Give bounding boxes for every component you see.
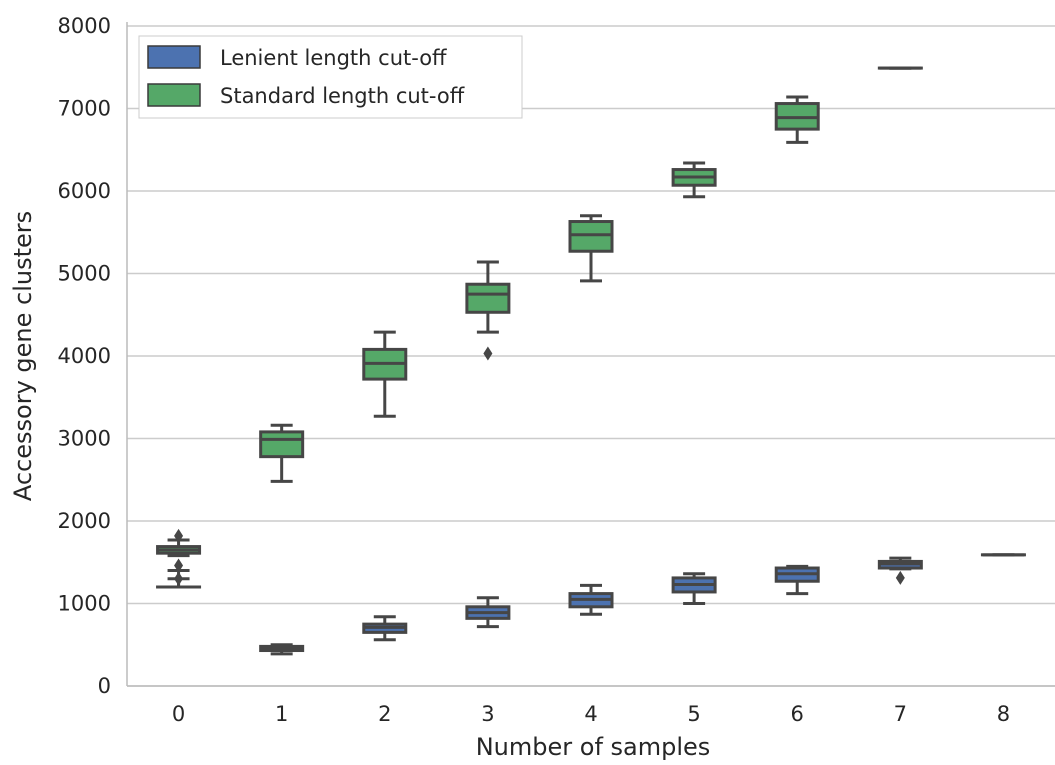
outlier-point bbox=[895, 570, 905, 585]
box-body bbox=[259, 430, 305, 459]
box-standard-1 bbox=[259, 423, 305, 483]
x-tick-label: 3 bbox=[481, 702, 494, 726]
box-lenient-7 bbox=[877, 556, 923, 585]
y-tick-label: 7000 bbox=[58, 97, 111, 121]
legend-label-lenient: Lenient length cut-off bbox=[220, 46, 447, 70]
x-tick-label: 4 bbox=[584, 702, 597, 726]
x-tick-label: 1 bbox=[275, 702, 288, 726]
box-lenient-3 bbox=[465, 596, 511, 629]
box-lenient-4 bbox=[568, 583, 614, 616]
box-standard-6 bbox=[774, 95, 820, 144]
y-tick-label: 8000 bbox=[58, 14, 111, 38]
box-lenient-6 bbox=[774, 564, 820, 596]
box-body bbox=[568, 220, 614, 253]
box-lenient-1 bbox=[259, 643, 305, 656]
y-tick-label: 2000 bbox=[58, 509, 111, 533]
y-tick-label: 0 bbox=[98, 674, 111, 698]
box-lenient-5 bbox=[671, 572, 717, 605]
y-tick-label: 5000 bbox=[58, 262, 111, 286]
outlier-point bbox=[174, 558, 184, 573]
outlier-point bbox=[483, 346, 493, 361]
boxes bbox=[156, 66, 1026, 656]
x-tick-label: 5 bbox=[687, 702, 700, 726]
y-axis-label: Accessory gene clusters bbox=[9, 211, 37, 501]
x-tick-label: 6 bbox=[791, 702, 804, 726]
box-lenient-2 bbox=[362, 615, 408, 642]
x-axis-label: Number of samples bbox=[476, 733, 711, 761]
box-standard-4 bbox=[568, 214, 614, 283]
x-tick-label: 7 bbox=[894, 702, 907, 726]
legend-swatch-standard bbox=[147, 83, 201, 107]
y-tick-label: 1000 bbox=[58, 592, 111, 616]
box-standard-2 bbox=[362, 330, 408, 418]
x-tick-label: 0 bbox=[172, 702, 185, 726]
box-standard-0 bbox=[156, 528, 202, 586]
legend-swatch-lenient bbox=[147, 45, 201, 69]
y-tick-label: 4000 bbox=[58, 344, 111, 368]
legend-label-standard: Standard length cut-off bbox=[220, 84, 465, 108]
legend-frame bbox=[138, 35, 523, 119]
x-tick-label: 2 bbox=[378, 702, 391, 726]
outlier-point bbox=[174, 528, 184, 543]
outlier-point bbox=[174, 571, 184, 586]
y-tick-label: 6000 bbox=[58, 179, 111, 203]
axes: 0 1000 2000 3000 4000 5000 6000 7000 8000 0 1 2 3 4 5 6… bbox=[58, 14, 1055, 726]
legend: Lenient length cut-off Standard length c… bbox=[138, 35, 523, 119]
box-standard-5 bbox=[671, 161, 717, 199]
box-body bbox=[465, 282, 511, 314]
y-tick-label: 3000 bbox=[58, 427, 111, 451]
box-standard-3 bbox=[465, 260, 511, 361]
x-tick-label: 8 bbox=[997, 702, 1010, 726]
